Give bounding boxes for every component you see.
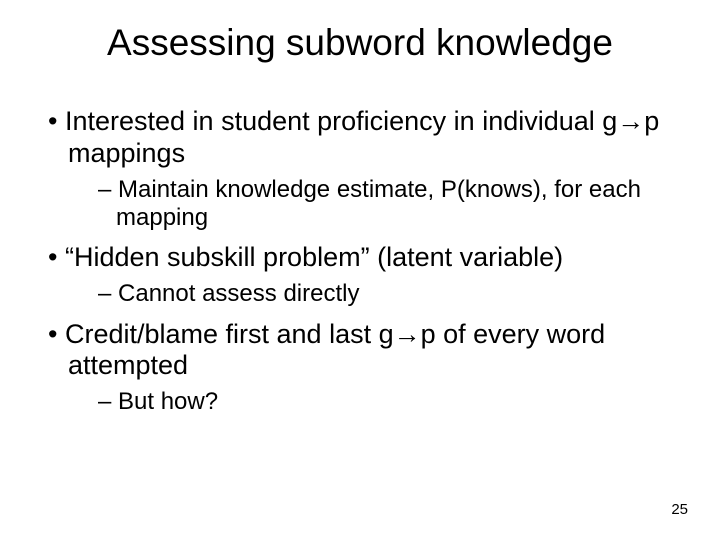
slide: Assessing subword knowledge Interested i… — [0, 0, 720, 540]
bullet-level1: Credit/blame first and last g→p of every… — [38, 319, 682, 383]
bullet-level2: Cannot assess directly — [38, 280, 682, 308]
bullet-level1: “Hidden subskill problem” (latent variab… — [38, 242, 682, 274]
bullet-level2: Maintain knowledge estimate, P(knows), f… — [38, 176, 682, 233]
bullet-level2: But how? — [38, 388, 682, 416]
bullet-level1: Interested in student proficiency in ind… — [38, 106, 682, 170]
slide-body: Interested in student proficiency in ind… — [38, 106, 682, 427]
slide-title: Assessing subword knowledge — [0, 22, 720, 64]
page-number: 25 — [671, 501, 688, 518]
